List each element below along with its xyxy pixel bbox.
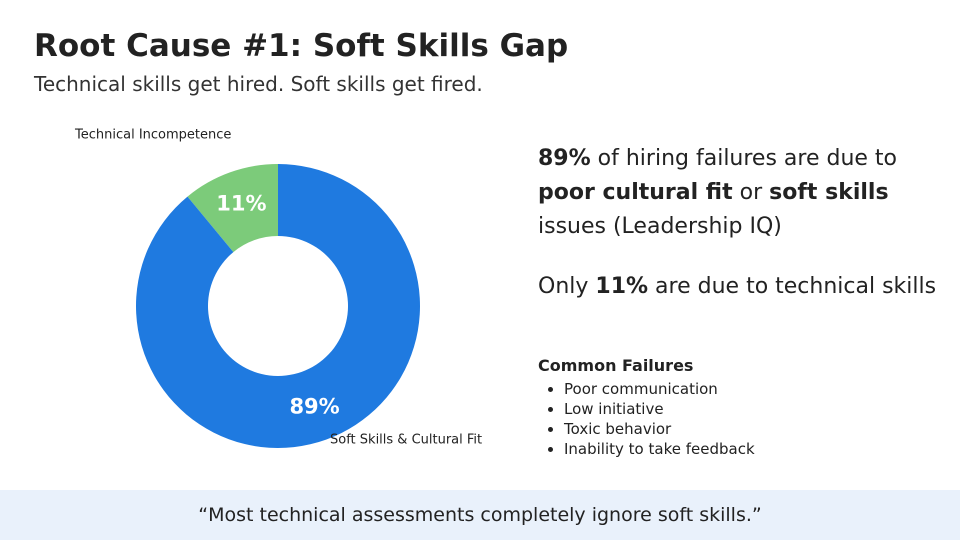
category-label: Soft Skills & Cultural Fit [330,433,482,448]
failure-item: Toxic behavior [564,419,755,439]
statement-text: are due to technical skills [648,274,937,299]
donut-segment [136,164,421,449]
statement-text: issues (Leadership IQ) [538,214,782,239]
footer: “Most technical assessments completely i… [0,490,960,540]
failures: Common Failures Poor communicationLow in… [538,356,755,459]
subtitle: Technical skills get hired. Soft skills … [34,72,483,96]
statement: Only 11% are due to technical skills [538,270,938,304]
failures-list: Poor communicationLow initiativeToxic be… [538,379,755,459]
quote: “Most technical assessments completely i… [198,504,762,526]
emphasis: 89% [538,146,591,171]
donut-segment [187,164,278,253]
failure-item: Poor communication [564,379,755,399]
emphasis: poor cultural fit [538,180,733,205]
donut-chart: 11% Technical Incompetence 89% Soft Skills … [74,128,482,449]
value-label: 89% [289,395,339,419]
failure-item: Inability to take feedback [564,439,755,459]
emphasis: 11% [595,274,649,299]
category-label: Technical Incompetence [74,128,231,143]
failure-item: Low initiative [564,399,755,419]
statements: 89% of hiring failures are due to poor c… [538,142,938,330]
failures-heading: Common Failures [538,356,694,375]
emphasis: soft skills [769,180,889,205]
title: Root Cause #1: Soft Skills Gap [34,28,569,64]
value-label: 11% [216,191,266,215]
statement-text: or [732,180,770,205]
statement: 89% of hiring failures are due to poor c… [538,142,938,244]
statement-text: of hiring failures are due to [590,146,898,171]
statement-text: Only [538,274,596,299]
